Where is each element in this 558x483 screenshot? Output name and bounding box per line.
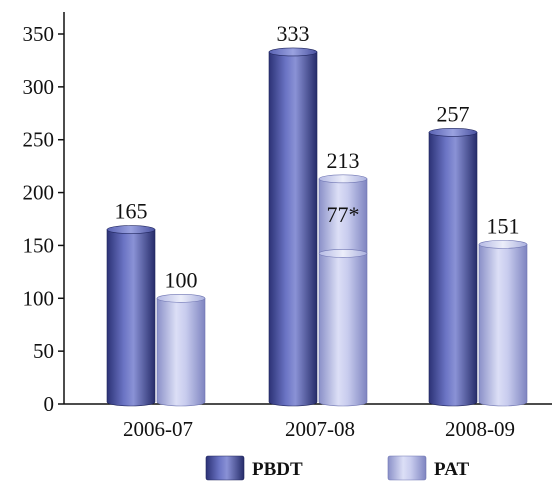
legend-swatch: [387, 455, 427, 481]
x-tick-label: 2006-07: [123, 417, 193, 441]
y-tick-label: 0: [44, 392, 55, 416]
bar-pbdt: [428, 128, 478, 407]
bar-pat: [156, 293, 206, 407]
legend-item-pbdt: PBDT: [205, 455, 303, 481]
bar-pat: [478, 240, 528, 407]
x-axis: 2006-07 2007-08 2008-09: [64, 403, 552, 441]
y-axis: 0 50 100 150 200 250 300 350: [23, 12, 65, 416]
y-tick-label: 50: [33, 339, 54, 363]
annotation-label: 77*: [327, 202, 360, 227]
bars-group: [106, 47, 528, 407]
y-tick-label: 100: [23, 286, 55, 310]
bar-pbdt: [268, 47, 318, 407]
data-label-pbdt: 333: [277, 21, 310, 46]
bar-pbdt: [106, 225, 156, 407]
y-tick-label: 200: [23, 181, 55, 205]
data-label-pbdt: 165: [115, 199, 148, 224]
data-label-pat: 151: [487, 213, 520, 238]
bar-pat: [318, 174, 368, 407]
y-tick-label: 350: [23, 22, 55, 46]
data-labels-group: 165 333 257 100 213 151 77*: [115, 21, 520, 292]
legend-label: PBDT: [252, 459, 303, 480]
y-tick-label: 250: [23, 128, 55, 152]
legend-item-pat: PAT: [387, 455, 470, 481]
data-label-pbdt: 257: [437, 101, 470, 126]
data-label-pat: 213: [327, 148, 360, 173]
legend-swatch: [205, 455, 245, 481]
legend: PBDT PAT: [205, 455, 470, 481]
data-label-pat: 100: [165, 267, 198, 292]
legend-label: PAT: [434, 459, 470, 480]
bar-segment-divider: [318, 249, 368, 258]
x-tick-label: 2007-08: [285, 417, 355, 441]
y-tick-label: 300: [23, 75, 55, 99]
x-tick-label: 2008-09: [445, 417, 515, 441]
y-tick-label: 150: [23, 233, 55, 257]
